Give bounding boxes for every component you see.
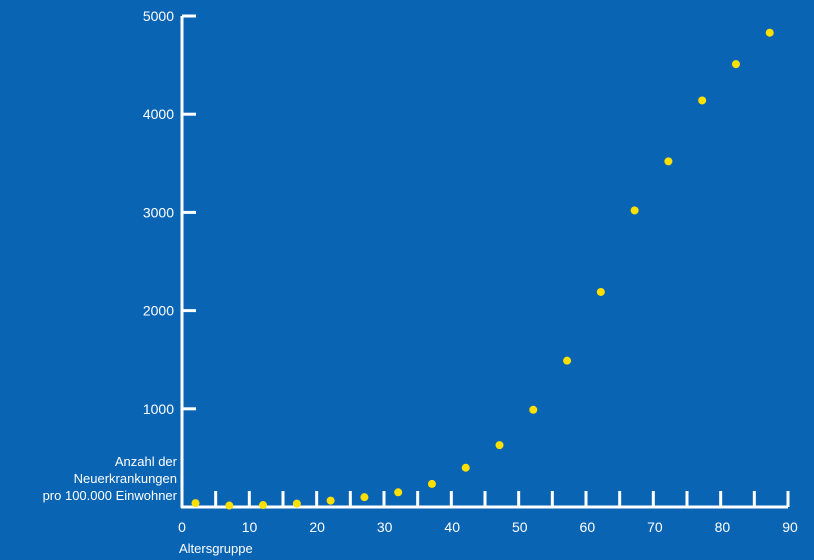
y-tick-label: 2000 — [143, 303, 174, 319]
x-tick-label: 50 — [512, 519, 528, 535]
data-point — [427, 479, 436, 488]
axes — [180, 16, 788, 509]
data-point — [596, 287, 605, 296]
x-tick-label: 0 — [178, 519, 186, 535]
x-tick-label: 10 — [242, 519, 258, 535]
data-points — [191, 28, 774, 510]
y-axis-label-line-3: pro 100.000 Einwohner — [42, 488, 177, 503]
x-tick-label: 40 — [444, 519, 460, 535]
x-tick-label: 70 — [647, 519, 663, 535]
y-axis-label-line-2: Neuerkrankungen — [73, 471, 177, 486]
data-point — [394, 488, 403, 497]
y-axis-label: Anzahl der Neuerkrankungen pro 100.000 E… — [0, 453, 177, 504]
x-tick-label: 20 — [309, 519, 325, 535]
data-point — [630, 206, 639, 215]
y-tick-label: 1000 — [143, 401, 174, 417]
data-point — [731, 60, 740, 69]
y-axis-label-line-1: Anzahl der — [114, 454, 177, 469]
y-tick-label: 3000 — [143, 204, 174, 220]
x-tick-label: 30 — [377, 519, 393, 535]
data-point — [326, 496, 335, 505]
data-point — [765, 28, 774, 37]
data-point — [461, 463, 470, 472]
y-tick-label: 4000 — [143, 106, 174, 122]
data-point — [529, 405, 538, 414]
data-point — [360, 493, 369, 502]
data-point — [698, 96, 707, 105]
data-point — [495, 441, 504, 450]
x-tick-label: 80 — [715, 519, 731, 535]
data-point — [259, 501, 268, 510]
data-point — [664, 157, 673, 166]
data-point — [292, 499, 301, 508]
y-tick-label: 5000 — [143, 8, 174, 24]
x-tick-label: 60 — [580, 519, 596, 535]
data-point — [191, 499, 200, 508]
x-axis-label: Altersgruppe — [179, 541, 253, 556]
data-point — [225, 501, 234, 510]
ticks: 1000 2000 3000 4000 5000 0 10 20 30 40 50 60 70 80 90 — [143, 8, 798, 535]
data-point — [563, 356, 572, 365]
x-tick-label: 90 — [782, 519, 798, 535]
